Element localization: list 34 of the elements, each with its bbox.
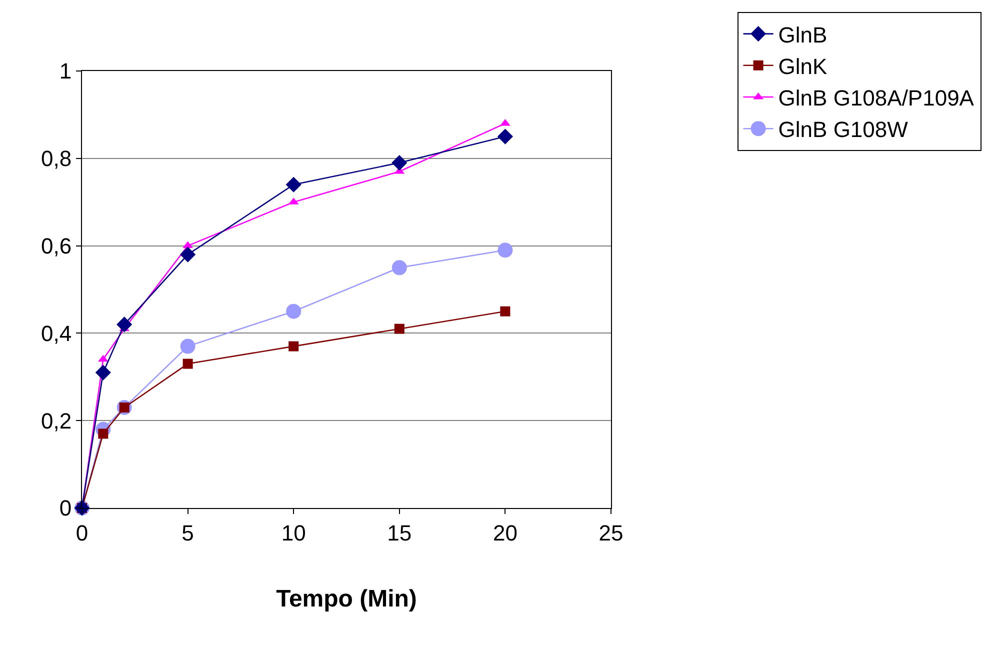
point [180,338,196,354]
x-tick-label: 25 [598,520,624,546]
y-tick-label: 0,6 [41,234,72,258]
point [116,316,132,332]
point [182,358,193,369]
x-tick-label: 5 [182,520,194,546]
y-tick-label: 0 [59,496,72,521]
point [500,306,510,316]
y-tick-label: 1 [59,58,72,84]
point [394,324,404,334]
point [498,242,513,258]
x-tick-label: 0 [76,520,88,546]
point [286,304,302,319]
legend-label: GlnB G108W [778,117,908,142]
y-tick-label: 0,8 [41,146,72,172]
point [182,241,193,248]
point [497,128,513,144]
x-tick-label: 10 [281,520,306,546]
y-tick-label: 0,2 [41,408,72,434]
legend-label: GlnB G108A/P109A [778,86,974,111]
x-axis-title: Tempo (Min) [276,586,417,613]
legend-label: GlnB [778,22,828,48]
point [286,176,302,192]
legend-label: GlnK [778,54,828,79]
y-tick-label: 0,4 [41,320,72,346]
x-tick-label: 20 [492,520,518,546]
point [180,246,196,262]
point [95,364,111,380]
point [392,260,407,276]
point [288,341,299,352]
point [500,118,510,126]
x-tick-label: 15 [387,520,412,546]
point [98,428,108,439]
point [392,154,408,171]
